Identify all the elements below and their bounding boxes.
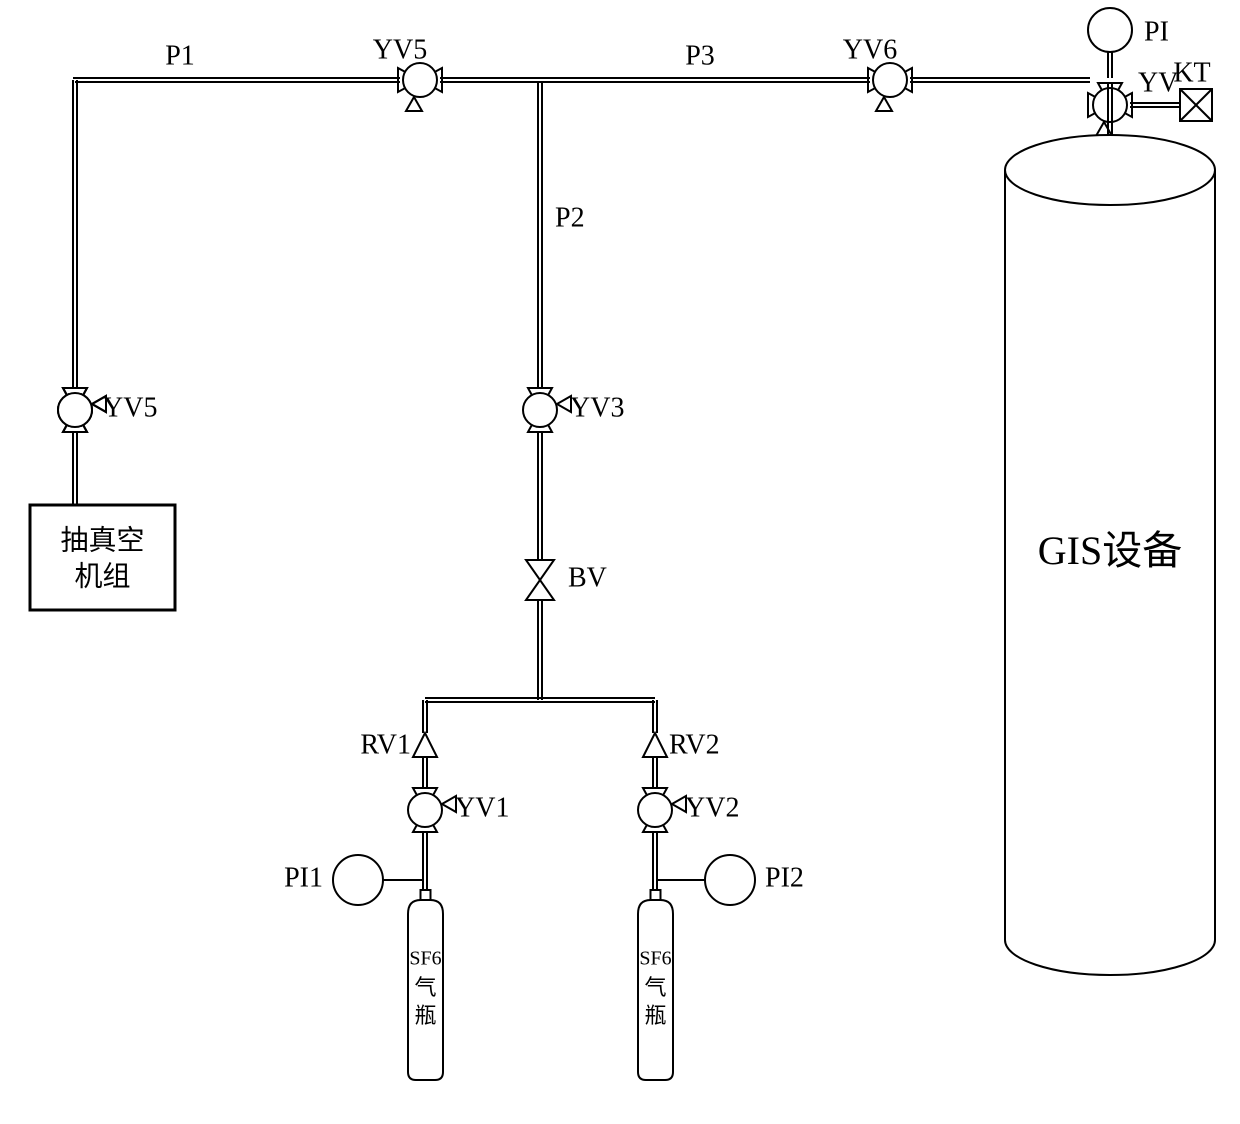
label-vacuum_unit_l2: 机组 <box>74 560 130 592</box>
label-P2: P2 <box>555 202 585 233</box>
label-sf6_l2: 气 <box>644 975 666 1000</box>
label-sf6_l3: 瓶 <box>644 1003 666 1028</box>
label-YV2: YV2 <box>685 792 739 823</box>
label-BV: BV <box>568 562 607 593</box>
label-gis: GIS设备 <box>1038 528 1182 573</box>
label-YV1: YV1 <box>455 792 509 823</box>
label-KT: KT <box>1173 57 1210 88</box>
label-sf6_l3: 瓶 <box>414 1003 436 1028</box>
pid-diagram: P1P3P2YV5YV6YVYV5YV3BVRV1RV2YV1YV2PI1PI2… <box>0 0 1240 1124</box>
label-P3: P3 <box>685 40 715 71</box>
label-RV1: RV1 <box>360 729 411 760</box>
label-sf6_l1: SF6 <box>409 948 441 970</box>
label-YV3: YV3 <box>570 392 624 423</box>
label-PI2: PI2 <box>765 862 804 893</box>
label-sf6_l2: 气 <box>414 975 436 1000</box>
label-YV6: YV6 <box>843 34 897 65</box>
label-YV5_top: YV5 <box>373 34 427 65</box>
label-PI1: PI1 <box>284 862 323 893</box>
label-YV5_left: YV5 <box>103 392 157 423</box>
label-PI: PI <box>1144 16 1169 47</box>
label-sf6_l1: SF6 <box>639 948 671 970</box>
label-P1: P1 <box>165 40 195 71</box>
label-RV2: RV2 <box>669 729 720 760</box>
label-vacuum_unit_l1: 抽真空 <box>60 524 144 556</box>
